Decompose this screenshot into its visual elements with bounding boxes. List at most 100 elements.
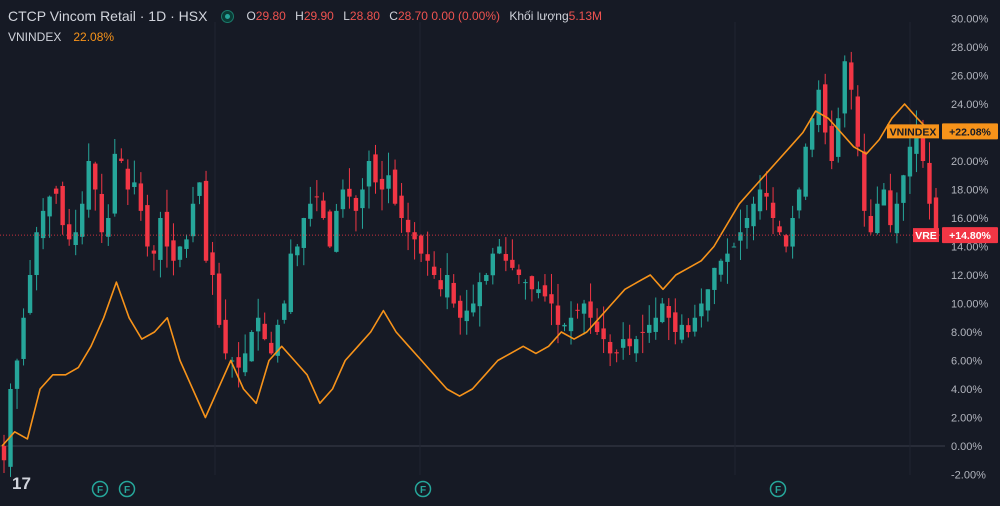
candle — [914, 110, 919, 173]
candle-body — [444, 275, 450, 298]
candle — [27, 260, 33, 315]
candle-body — [627, 338, 632, 347]
ohlc-open-key: O — [246, 9, 256, 23]
tradingview-logo-icon[interactable]: 17 — [12, 474, 31, 493]
candle — [633, 335, 639, 362]
candle-body — [679, 324, 685, 340]
candle — [471, 284, 476, 317]
candle-body — [327, 211, 333, 247]
candle — [53, 185, 59, 204]
ohlc-volume-value: 5.13M — [568, 9, 603, 23]
vnindex-badge[interactable]: VNINDEX +22.08% — [887, 123, 998, 140]
candle — [138, 172, 144, 221]
candle-body — [27, 275, 33, 313]
candle-body — [138, 183, 144, 211]
y-axis-tick-label: 18.00% — [951, 185, 989, 197]
event-marker-label: F — [97, 485, 103, 496]
candle-body — [725, 253, 730, 262]
candle — [836, 107, 841, 163]
candle — [40, 198, 46, 250]
candle — [21, 308, 26, 366]
ohlc-low-key: L — [343, 9, 350, 23]
candle — [796, 187, 802, 219]
candle-body — [301, 218, 307, 248]
candle — [379, 160, 385, 211]
candle-body — [633, 339, 639, 354]
candle-body — [549, 294, 554, 304]
ohlc-change-value: 0.00 (0.00%) — [431, 9, 501, 23]
candle — [640, 314, 645, 354]
candle — [151, 245, 157, 271]
candle-body — [379, 178, 385, 190]
candle — [894, 192, 900, 244]
candle — [412, 222, 417, 260]
candle-body — [190, 203, 196, 237]
candle-body — [236, 357, 241, 368]
candle-body — [125, 168, 131, 190]
candle — [503, 237, 509, 272]
candle — [216, 262, 222, 328]
tradingview-logo[interactable]: 17 — [12, 474, 31, 493]
event-marker[interactable]: F — [118, 480, 136, 498]
candle-body — [106, 218, 111, 237]
candle-body — [862, 151, 867, 211]
candle — [431, 251, 437, 279]
candle-body — [510, 259, 515, 268]
candle — [477, 272, 482, 327]
candle — [262, 312, 267, 341]
vnindex-badge-value: +22.08% — [949, 126, 991, 138]
candle-body — [321, 200, 326, 218]
compare-symbol-name[interactable]: VNINDEX — [8, 30, 62, 44]
event-marker[interactable]: F — [769, 480, 787, 498]
candle — [647, 305, 652, 343]
candle — [770, 187, 776, 235]
candle — [855, 85, 860, 157]
candle-body — [907, 146, 913, 177]
candle-body — [855, 96, 860, 147]
candle-body — [1, 446, 7, 461]
candle — [901, 174, 906, 221]
candle — [249, 330, 254, 362]
price-axis[interactable]: 30.00%28.00%26.00%24.00%22.00%20.00%18.0… — [951, 14, 989, 482]
symbol-title[interactable]: CTCP Vincom Retail · 1D · HSX — [8, 8, 208, 24]
vre-badge-value: +14.80% — [949, 230, 991, 242]
candle — [927, 142, 932, 220]
candle-body — [647, 324, 652, 333]
candle-body — [184, 239, 189, 249]
candle — [373, 144, 378, 194]
candles-layer — [1, 51, 939, 477]
candle-body — [497, 246, 502, 254]
candle-body — [809, 118, 815, 150]
candle — [536, 281, 541, 299]
vre-badge[interactable]: VRE +14.80% — [913, 227, 998, 244]
event-marker[interactable]: F — [91, 480, 109, 498]
candle-body — [53, 188, 59, 194]
candle-body — [80, 203, 85, 237]
candle-body — [366, 161, 372, 187]
candle-body — [431, 266, 437, 275]
candle — [229, 356, 235, 378]
candle — [386, 152, 391, 204]
candle-body — [914, 132, 919, 154]
candle-body — [660, 303, 665, 323]
candle-body — [216, 273, 222, 325]
y-axis-tick-label: 20.00% — [951, 156, 989, 168]
candle-body — [731, 246, 737, 248]
candle — [666, 298, 671, 341]
candle — [484, 273, 489, 285]
candle — [862, 133, 867, 227]
chart-legend: CTCP Vincom Retail · 1D · HSX O29.80 H29… — [8, 6, 602, 47]
event-marker-label: F — [775, 485, 781, 496]
candle-body — [34, 232, 39, 276]
candle-body — [86, 161, 91, 210]
candle — [549, 273, 554, 326]
candle-body — [933, 197, 939, 233]
candle-body — [40, 210, 46, 239]
candle-body — [712, 267, 717, 290]
event-marker[interactable]: F — [414, 480, 432, 498]
candle — [327, 209, 333, 249]
candle — [803, 143, 808, 201]
candle-body — [392, 169, 398, 204]
candle-body — [620, 339, 626, 348]
